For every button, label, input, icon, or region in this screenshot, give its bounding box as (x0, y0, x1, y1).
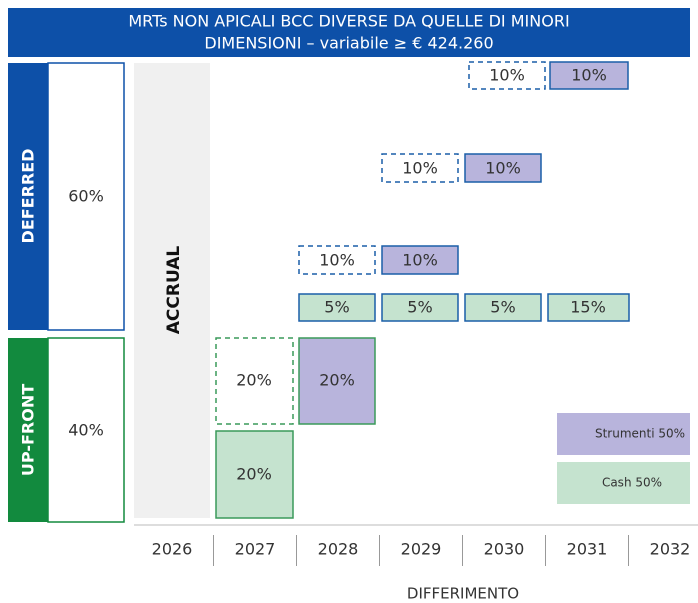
year-label: 2028 (318, 540, 359, 559)
box-label: 10% (571, 66, 607, 85)
box-label: 20% (319, 371, 355, 390)
legend-label: Strumenti 50% (595, 427, 685, 441)
title-line: MRTs NON APICALI BCC DIVERSE DA QUELLE D… (128, 12, 569, 31)
deferred-bar (8, 63, 48, 330)
box-cash (381, 293, 459, 322)
box-dashed (468, 61, 546, 90)
box-dashed (215, 337, 294, 425)
upfront-bar (8, 338, 48, 522)
box-dashed (381, 153, 459, 183)
year-label: 2027 (235, 540, 276, 559)
axis-label: DIFFERIMENTO (407, 585, 519, 603)
box-strumenti (464, 153, 542, 183)
box-label: 10% (485, 159, 521, 178)
year-label: 2029 (401, 540, 442, 559)
year-label: 2031 (567, 540, 608, 559)
box-cash (547, 293, 630, 322)
section-share: 60% (68, 187, 104, 206)
legend-strumenti (557, 413, 690, 455)
year-row: 2026 2027 2028 2029 2030 2031 2032 (152, 535, 691, 566)
box-label: 5% (407, 298, 432, 317)
box-label: 10% (319, 251, 355, 270)
accrual-label: ACCRUAL (164, 246, 184, 335)
title-line: DIMENSIONI – variabile ≥ € 424.260 (204, 34, 493, 53)
accrual-column (134, 63, 210, 518)
box-strumenti (549, 61, 629, 90)
box-cash (464, 293, 542, 322)
box-cash (215, 430, 294, 519)
section-box (47, 337, 125, 523)
box-label: 20% (236, 465, 272, 484)
box-label: 15% (570, 298, 606, 317)
box-label: 10% (489, 66, 525, 85)
legend-label: Cash 50% (602, 476, 662, 490)
year-label: 2026 (152, 540, 193, 559)
box-strumenti (298, 337, 376, 425)
title-bar (8, 8, 690, 57)
box-cash (298, 293, 376, 322)
section-label: UP-FRONT (19, 384, 38, 476)
box-label: 10% (402, 159, 438, 178)
box-label: 10% (402, 251, 438, 270)
box-label: 5% (324, 298, 349, 317)
box-dashed (298, 245, 376, 275)
legend-cash (557, 462, 690, 504)
section-label: DEFERRED (19, 149, 38, 244)
box-label: 20% (236, 371, 272, 390)
year-label: 2032 (650, 540, 691, 559)
box-label: 5% (490, 298, 515, 317)
section-box (47, 62, 125, 331)
section-share: 40% (68, 421, 104, 440)
box-strumenti (381, 245, 459, 275)
year-label: 2030 (484, 540, 525, 559)
